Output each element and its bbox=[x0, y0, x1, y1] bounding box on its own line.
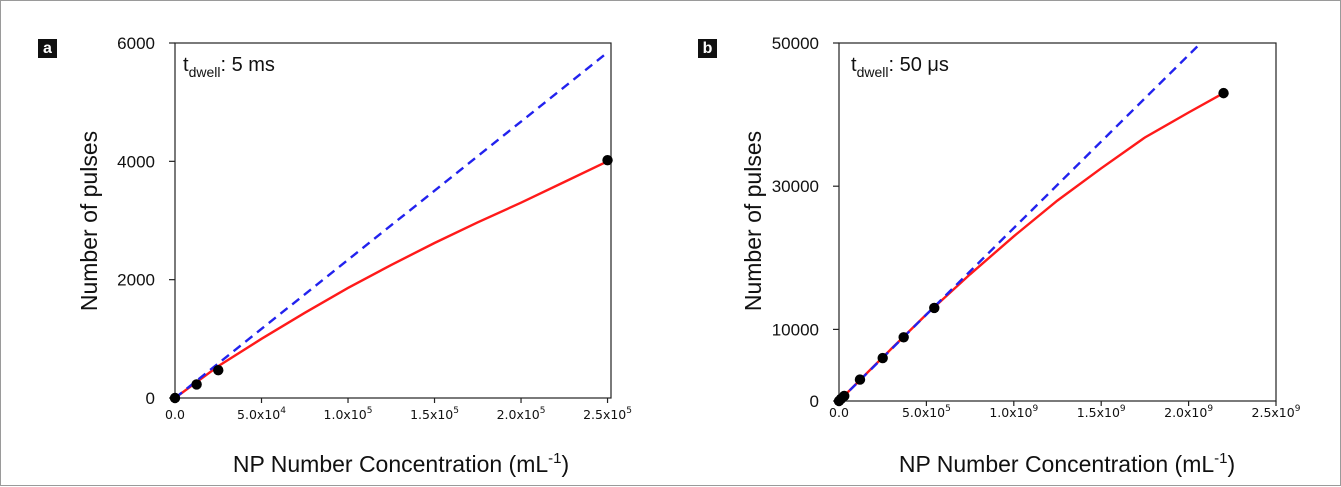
panel-a-x-tick-label: 0.0 bbox=[165, 407, 185, 422]
panel-b-dwell-symbol: t bbox=[851, 54, 857, 76]
panel-b-x-tick-label: 1.0x109 bbox=[989, 404, 1038, 420]
panel-a-dwell-annotation: tdwell: 5 ms bbox=[183, 54, 275, 80]
panel-b-x-tick-exponent: 9 bbox=[1295, 404, 1301, 414]
panel-label-b: b bbox=[698, 39, 717, 58]
panel-a-data-point bbox=[191, 379, 202, 390]
panel-a-data-point bbox=[213, 364, 224, 376]
panel-b-y-tick-label: 0 bbox=[810, 392, 819, 411]
panel-b-dashed-line bbox=[838, 42, 1202, 402]
panel-a-x-tick-exponent: 5 bbox=[367, 406, 373, 416]
panel-a-x-tick-label: 2.0x105 bbox=[497, 406, 546, 422]
panel-a-x-tick-mantissa: 1.0x10 bbox=[324, 407, 367, 422]
panel-a-x-tick-mantissa: 2.5x10 bbox=[583, 407, 626, 422]
panel-a-x-axis-title: NP Number Concentration (mL-1) bbox=[233, 450, 569, 477]
panel-b-x-tick-mantissa: 1.5x10 bbox=[1077, 405, 1120, 420]
panel-a-x-tick-mantissa: 5.0x10 bbox=[237, 407, 280, 422]
panel-a-x-axis-title-text: NP Number Concentration (mL bbox=[233, 451, 549, 477]
panel-a-y-tick-label: 0 bbox=[146, 389, 155, 408]
panel-b-x-tick-label: 1.5x109 bbox=[1077, 404, 1126, 420]
panel-a-x-tick-exponent: 5 bbox=[626, 406, 632, 416]
panel-b-x-axis-title: NP Number Concentration (mL-1) bbox=[899, 450, 1235, 477]
panel-b-fit-curve bbox=[838, 92, 1225, 402]
panel-b-data-point bbox=[929, 302, 940, 314]
panel-b-data-point bbox=[898, 332, 909, 343]
panel-b-x-tick-mantissa: 0.0 bbox=[829, 405, 849, 420]
panel-b-x-tick-label: 5.0x105 bbox=[902, 404, 951, 420]
panel-a-x-tick-mantissa: 2.0x10 bbox=[497, 407, 540, 422]
panel-b-plot-frame bbox=[838, 42, 1277, 402]
panel-b-y-tick-label: 50000 bbox=[772, 34, 819, 53]
panel-b-data-point bbox=[854, 374, 866, 385]
panel-b-data-point bbox=[1218, 87, 1229, 99]
panel-b-x-tick-mantissa: 2.5x10 bbox=[1252, 405, 1295, 420]
panel-a-y-axis-title: Number of pulses bbox=[76, 131, 102, 311]
panel-b-y-axis-title: Number of pulses bbox=[740, 131, 766, 311]
panel-a-plot-frame bbox=[174, 42, 612, 399]
panel-a-x-tick-label: 1.0x105 bbox=[324, 406, 373, 422]
panel-a-x-tick-label: 1.5x105 bbox=[410, 406, 459, 422]
panel-b-x-tick-exponent: 9 bbox=[1033, 404, 1039, 414]
panel-b-dwell-text: : 50 μs bbox=[888, 54, 948, 76]
panel-a-dwell-text: : 5 ms bbox=[220, 54, 274, 76]
panel-a-data-point bbox=[169, 392, 181, 404]
panel-a-x-tick-mantissa: 1.5x10 bbox=[410, 407, 453, 422]
panel-a-x-tick-exponent: 5 bbox=[453, 406, 459, 416]
panel-a-dashed-line bbox=[174, 51, 609, 399]
panel-b-x-axis-title-text: NP Number Concentration (mL bbox=[899, 451, 1215, 477]
panel-a-x-tick-label: 5.0x104 bbox=[237, 406, 286, 422]
panel-b-x-tick-mantissa: 2.0x10 bbox=[1164, 405, 1207, 420]
panel-a-x-tick-mantissa: 0.0 bbox=[165, 407, 185, 422]
panel-b-y-tick-label: 30000 bbox=[772, 177, 819, 196]
panel-a-x-tick-exponent: 4 bbox=[280, 406, 286, 416]
panel-b-x-tick-exponent: 5 bbox=[945, 404, 951, 414]
panel-b-x-tick-label: 0.0 bbox=[829, 405, 849, 420]
panel-b-y-tick-label: 10000 bbox=[772, 320, 819, 339]
panel-b-x-axis-title-suffix: ) bbox=[1228, 451, 1236, 477]
panel-a-y-tick-label: 2000 bbox=[117, 271, 155, 290]
panel-a-x-axis-title-suffix: ) bbox=[562, 451, 570, 477]
panel-a-x-tick-exponent: 5 bbox=[540, 406, 546, 416]
panel-b-x-tick-exponent: 9 bbox=[1207, 404, 1213, 414]
panel-b-x-axis-title-exponent: -1 bbox=[1214, 450, 1227, 467]
panel-a-fit-curve bbox=[174, 160, 609, 399]
panel-b-data-point bbox=[877, 352, 888, 364]
panel-a-dwell-subscript: dwell bbox=[189, 64, 221, 80]
panel-b-x-tick-label: 2.0x109 bbox=[1164, 404, 1213, 420]
panel-b-x-tick-mantissa: 1.0x10 bbox=[989, 405, 1032, 420]
panel-a-data-point bbox=[602, 154, 613, 166]
panel-b-x-tick-exponent: 9 bbox=[1120, 404, 1126, 414]
panel-a-x-axis-title-exponent: -1 bbox=[548, 450, 561, 467]
panel-label-a: a bbox=[38, 39, 57, 58]
panel-b-x-tick-mantissa: 5.0x10 bbox=[902, 405, 945, 420]
panel-b-data-point bbox=[839, 390, 850, 402]
panel-a-dwell-symbol: t bbox=[183, 54, 189, 76]
panel-b-dwell-annotation: tdwell: 50 μs bbox=[851, 54, 949, 80]
panel-a-y-tick-label: 4000 bbox=[117, 152, 155, 171]
panel-a-x-tick-label: 2.5x105 bbox=[583, 406, 632, 422]
panel-b-dwell-subscript: dwell bbox=[857, 64, 889, 80]
panel-a-y-tick-label: 6000 bbox=[117, 34, 155, 53]
panel-b-x-tick-label: 2.5x109 bbox=[1252, 404, 1301, 420]
